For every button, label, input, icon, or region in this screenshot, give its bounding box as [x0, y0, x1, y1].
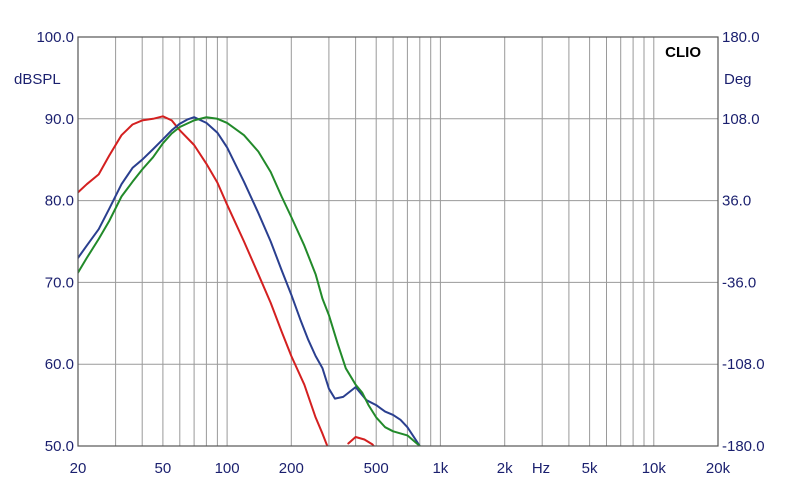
brand-label: CLIO — [665, 44, 701, 61]
y-tick-label: 60.0 — [45, 356, 74, 373]
y2-tick-label: 36.0 — [722, 193, 751, 210]
y-tick-label: 70.0 — [45, 274, 74, 291]
x-tick-label: 50 — [155, 460, 172, 477]
plot-frame — [77, 36, 719, 447]
x-tick-label: 20k — [706, 460, 731, 477]
y-tick-labels: 50.0 60.0 70.0 80.0 90.0 100.0 — [36, 29, 74, 455]
x-tick-label: 5k — [582, 460, 598, 477]
y2-tick-labels: -180.0 -108.0 -36.0 36.0 108.0 180.0 — [722, 29, 765, 455]
x-tick-labels: 20 50 100 200 500 1k 2k 5k 10k 20k — [70, 460, 731, 477]
x-tick-label: 200 — [279, 460, 304, 477]
y-tick-label: 50.0 — [45, 438, 74, 455]
series-line-1 — [78, 115, 329, 446]
y-tick-label: 90.0 — [45, 111, 74, 128]
series-line-2 — [78, 116, 421, 446]
y-tick-label: 100.0 — [36, 29, 74, 46]
x-tick-label: 10k — [642, 460, 667, 477]
x-tick-label: 500 — [364, 460, 389, 477]
x-tick-label: 2k — [497, 460, 513, 477]
y2-tick-label: -180.0 — [722, 438, 765, 455]
y2-tick-label: 108.0 — [722, 111, 760, 128]
x-unit-label: Hz — [532, 460, 550, 477]
y2-tick-label: -36.0 — [722, 274, 756, 291]
right-axis-label: Deg — [724, 71, 752, 88]
y-tick-label: 80.0 — [45, 193, 74, 210]
y2-tick-label: -108.0 — [722, 356, 765, 373]
grid-lines — [78, 37, 718, 446]
x-tick-label: 1k — [432, 460, 448, 477]
x-tick-label: 20 — [70, 460, 87, 477]
series-traces — [78, 115, 421, 446]
series-line-1 — [347, 436, 375, 446]
left-axis-label: dBSPL — [14, 71, 61, 88]
x-tick-label: 100 — [215, 460, 240, 477]
y2-tick-label: 180.0 — [722, 29, 760, 46]
series-line-3 — [78, 116, 421, 446]
